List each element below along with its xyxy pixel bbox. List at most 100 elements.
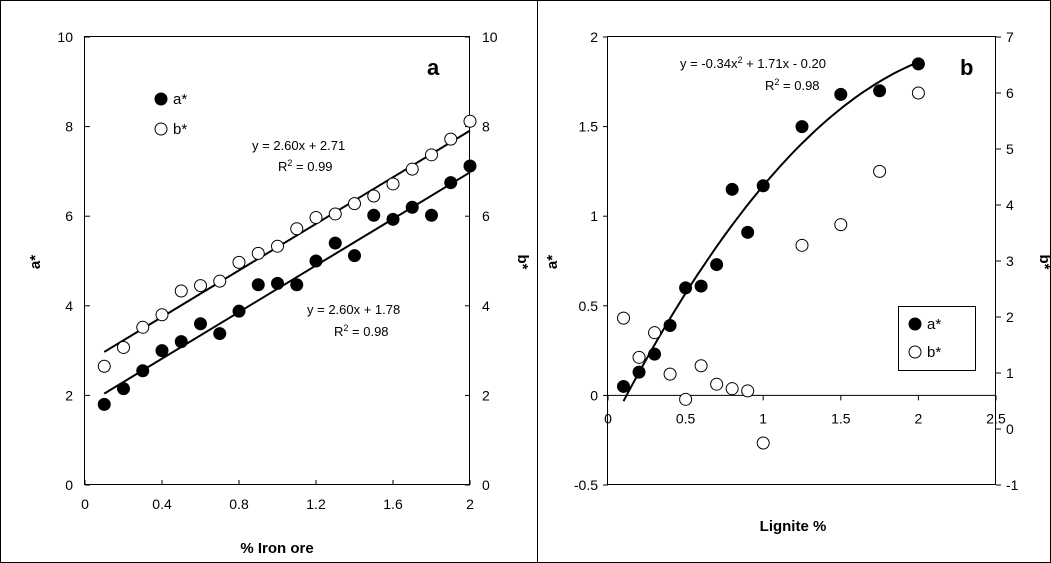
plot-area-a	[84, 36, 470, 485]
y-right-tick-label: -1	[1006, 477, 1019, 493]
point-a-star	[632, 365, 646, 379]
y-tick-label: -0.5	[574, 477, 598, 493]
equation-b-star-fit: y = 2.60x + 2.71	[252, 138, 345, 153]
point-a-star	[679, 281, 693, 295]
y-right-tick-label: 4	[482, 298, 490, 314]
x-tick-label: 1.6	[383, 496, 403, 512]
x-tick-label: 0.8	[229, 496, 249, 512]
legend-a: a* b*	[154, 91, 187, 138]
y-right-tick-label: 2	[1006, 309, 1014, 325]
legend-marker-b-star	[908, 345, 922, 359]
point-b-star	[911, 86, 925, 100]
point-a-star	[271, 276, 284, 290]
x-tick-label: 1.2	[306, 496, 326, 512]
point-a-star	[463, 159, 477, 173]
point-b-star	[386, 177, 400, 191]
point-b-star	[174, 284, 188, 298]
plot-area-b	[607, 36, 996, 485]
data-points-a	[97, 114, 477, 411]
point-b-star	[367, 189, 381, 203]
legend-b: a* b*	[898, 306, 976, 371]
point-b-star	[155, 308, 169, 322]
point-a-star	[117, 382, 130, 396]
legend-label-b-star: b*	[927, 344, 941, 361]
point-a-star	[425, 208, 438, 222]
point-b-star	[663, 367, 677, 381]
y-right-tick-label: 6	[1006, 85, 1014, 101]
x-tick-label: 0	[604, 410, 612, 426]
point-a-star	[348, 249, 361, 263]
x-tick-label: 0	[81, 496, 89, 512]
point-a-star	[155, 344, 169, 358]
x-tick-label: 2	[466, 496, 474, 512]
legend-label-a-star: a*	[173, 91, 187, 108]
y-right-tick-label: 0	[1006, 421, 1014, 437]
y-right-tick-label: 5	[1006, 141, 1014, 157]
point-b-star	[725, 382, 739, 396]
fit-curve-b	[622, 61, 919, 402]
y-tick-label: 10	[57, 29, 73, 45]
point-a-star	[232, 304, 246, 318]
y-tick-label: 0	[65, 477, 73, 493]
panel-a-border	[0, 0, 538, 563]
equation-a-star-fit: y = -0.34x2 + 1.71x - 0.20	[680, 55, 826, 71]
y-right-tick-label: 1	[1006, 365, 1014, 381]
point-b-star	[136, 320, 150, 334]
r2-a-star-fit: R2 = 0.98	[334, 323, 389, 339]
point-a-star	[97, 397, 111, 411]
point-b-star	[756, 436, 770, 450]
panel-label-b: b	[960, 55, 973, 80]
y-axis-title-left-a: a*	[27, 255, 44, 269]
point-a-star	[911, 57, 925, 71]
point-a-star	[725, 182, 739, 196]
r2-b-star-fit: R2 = 0.99	[278, 158, 333, 174]
y-tick-label: 6	[65, 208, 73, 224]
point-a-star	[710, 258, 724, 272]
y-tick-label: 4	[65, 298, 73, 314]
point-a-star	[444, 176, 458, 190]
point-a-star	[741, 225, 755, 239]
y-right-tick-label: 0	[482, 477, 490, 493]
point-b-star	[290, 222, 304, 236]
point-a-star	[617, 379, 631, 393]
point-b-star	[617, 311, 631, 325]
point-a-star	[309, 254, 323, 268]
legend-label-a-star: a*	[927, 316, 941, 333]
y-axis-title-left-b: a*	[544, 255, 561, 269]
point-b-star	[679, 392, 693, 406]
point-b-star	[463, 114, 477, 128]
y-axis-title-right-b: b*	[1036, 255, 1051, 270]
y-tick-label: 8	[65, 119, 73, 135]
point-b-star	[232, 255, 246, 269]
point-b-star	[648, 326, 662, 340]
y-tick-label: 1.5	[579, 119, 599, 135]
point-a-star	[648, 347, 662, 361]
y-right-tick-label: 2	[482, 387, 490, 403]
legend-marker-a-star	[908, 317, 922, 331]
point-b-star	[834, 218, 848, 232]
legend-label-b-star: b*	[173, 121, 187, 138]
data-points-b	[617, 57, 925, 450]
x-tick-label: 1.5	[831, 410, 851, 426]
point-b-star	[251, 246, 265, 260]
x-axis-title-a: % Iron ore	[240, 540, 313, 557]
x-tick-label: 2.5	[986, 410, 1006, 426]
point-b-star	[194, 279, 207, 293]
point-a-star	[290, 278, 304, 292]
point-a-star	[756, 179, 770, 193]
point-a-star	[251, 278, 265, 292]
y-ticks-right-b: -1 0 1 2 3 4 5 6 7	[996, 29, 1019, 493]
point-a-star	[405, 200, 419, 214]
y-right-tick-label: 3	[1006, 253, 1014, 269]
y-right-tick-label: 7	[1006, 29, 1014, 45]
x-ticks-a: 0 0.4 0.8 1.2 1.6 2	[81, 480, 474, 512]
point-b-star	[741, 384, 755, 398]
x-tick-label: 0.4	[152, 496, 172, 512]
y-tick-label: 0	[590, 387, 598, 403]
point-b-star	[632, 350, 646, 364]
panel-label-a: a	[427, 55, 440, 80]
point-b-star	[873, 164, 887, 178]
y-tick-label: 2	[65, 387, 73, 403]
point-a-star	[834, 87, 848, 101]
